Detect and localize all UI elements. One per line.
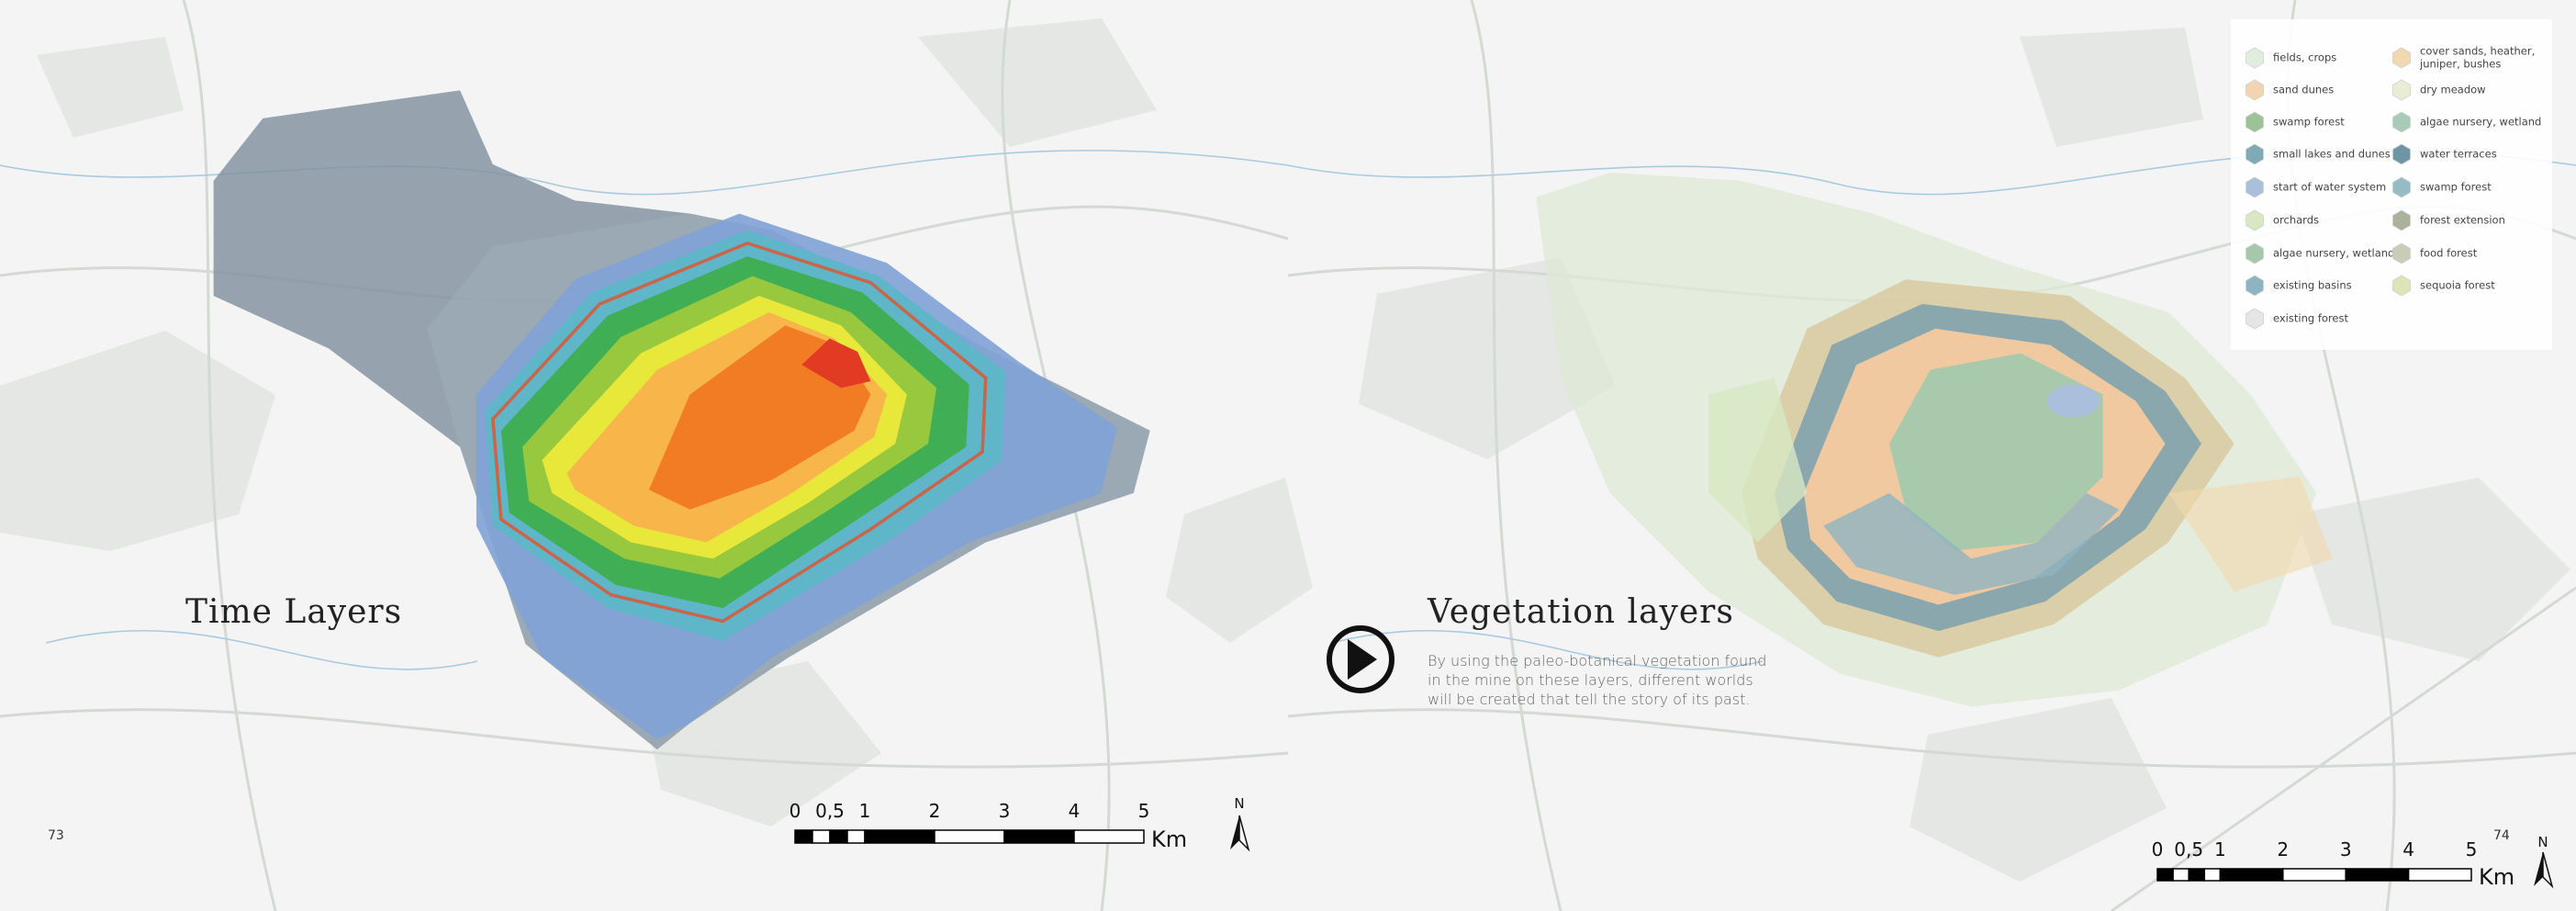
scale-segment	[846, 829, 866, 844]
legend-label: orchards	[2273, 214, 2319, 227]
description-line: will be created that tell the story of i…	[1428, 691, 1750, 708]
legend-swatch	[2392, 176, 2411, 198]
legend-box	[2231, 19, 2552, 350]
scale-label: 2	[2277, 838, 2289, 860]
scale-label: 1	[859, 800, 871, 822]
description: By using the paleo-botanical vegetation …	[1428, 652, 1766, 708]
legend-label: existing basins	[2273, 279, 2352, 292]
legend-label: small lakes and dunes	[2273, 148, 2391, 161]
page-number: 73	[48, 828, 64, 843]
legend-swatch	[2246, 47, 2264, 69]
north-label: N	[1234, 795, 1244, 812]
legend-swatch	[2246, 176, 2264, 198]
legend: fields, crops sand dunes swamp forest small…	[2246, 45, 2541, 330]
scale-bar: 0 0,5 1 2 3 4 5Km	[790, 800, 1187, 852]
scale-label: 1	[2214, 838, 2226, 860]
legend-label: start of water system	[2273, 181, 2386, 194]
scale-unit: Km	[1151, 827, 1187, 852]
scale-label: 5	[1138, 800, 1150, 822]
legend-swatch	[2392, 275, 2411, 297]
legend-swatch	[2392, 209, 2411, 231]
scale-segment	[2282, 868, 2346, 882]
legend-label: cover sands, heather,	[2420, 45, 2535, 58]
legend-swatch	[2246, 79, 2264, 101]
legend-label: algae nursery, wetland	[2420, 116, 2541, 129]
legend-label: fields, crops	[2273, 51, 2336, 64]
legend-label: existing forest	[2273, 312, 2348, 325]
description-line: in the mine on these layers, different w…	[1428, 671, 1753, 689]
scale-label: 4	[2402, 838, 2414, 860]
scale-label: 3	[2340, 838, 2352, 860]
scale-unit: Km	[2479, 864, 2514, 890]
scale-segment	[934, 829, 1005, 844]
legend-swatch	[2246, 308, 2264, 330]
legend-label: sand dunes	[2273, 84, 2334, 96]
scale-label: 0	[790, 800, 801, 822]
legend-label: swamp forest	[2420, 181, 2492, 194]
page-number: 74	[2493, 828, 2510, 843]
scale-segment	[2407, 868, 2472, 882]
scale-label: 0,5	[815, 800, 845, 822]
scale-bar: 0 0,5 1 2 3 4 5Km	[2152, 838, 2514, 890]
scale-segment	[2219, 868, 2284, 882]
scale-segment	[2203, 868, 2222, 882]
legend-label: sequoia forest	[2420, 279, 2495, 292]
north-arrow: N	[1230, 795, 1250, 852]
legend-label: water terraces	[2420, 148, 2497, 161]
scale-segment	[1003, 829, 1075, 844]
page-title: Time Layers	[185, 593, 402, 631]
north-arrow: N	[2534, 834, 2554, 889]
north-label: N	[2537, 834, 2548, 850]
legend-swatch	[2392, 79, 2411, 101]
page-title: Vegetation layers	[1427, 593, 1734, 631]
legend-swatch	[2392, 143, 2411, 165]
scale-segment	[2156, 868, 2174, 882]
scale-segment	[1073, 829, 1145, 844]
scale-segment	[794, 829, 813, 844]
description-line: By using the paleo-botanical vegetation …	[1428, 652, 1766, 669]
legend-swatch	[2246, 143, 2264, 165]
scale-label: 4	[1069, 800, 1081, 822]
legend-label: algae nursery, wetland	[2273, 247, 2394, 260]
play-icon[interactable]	[1327, 625, 1394, 693]
legend-label: swamp forest	[2273, 116, 2345, 129]
scale-segment	[2172, 868, 2190, 882]
scale-segment	[864, 829, 935, 844]
vegetation-map	[1536, 172, 2334, 707]
scale-segment	[812, 829, 831, 844]
scale-segment	[2345, 868, 2410, 882]
legend-swatch	[2392, 242, 2411, 264]
legend-swatch	[2392, 47, 2411, 69]
legend-label: juniper, bushes	[2419, 58, 2501, 71]
scale-label: 0	[2152, 838, 2164, 860]
legend-swatch	[2246, 209, 2264, 231]
scale-segment	[2188, 868, 2206, 882]
legend-swatch	[2246, 111, 2264, 133]
scale-label: 5	[2466, 838, 2478, 860]
scale-label: 2	[929, 800, 941, 822]
legend-label: food forest	[2420, 247, 2478, 260]
legend-swatch	[2246, 242, 2264, 264]
time-layers-map	[213, 90, 1150, 750]
legend-label: forest extension	[2420, 214, 2505, 227]
scale-segment	[829, 829, 848, 844]
legend-label: dry meadow	[2420, 84, 2486, 96]
legend-swatch	[2246, 275, 2264, 297]
scale-label: 0,5	[2174, 838, 2203, 860]
legend-swatch	[2392, 111, 2411, 133]
scale-label: 3	[999, 800, 1011, 822]
